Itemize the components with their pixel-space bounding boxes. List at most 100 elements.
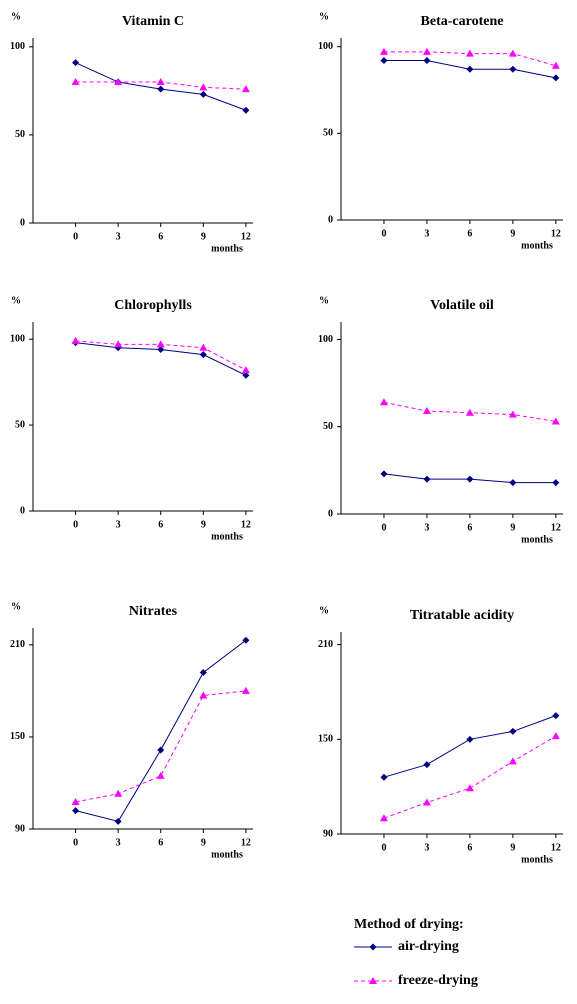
- data-point: [199, 691, 208, 699]
- data-point: [466, 475, 474, 483]
- x-axis-label: months: [211, 531, 243, 542]
- y-tick-label: 100: [10, 333, 25, 344]
- x-tick-label: 12: [551, 228, 561, 239]
- x-tick-label: 12: [551, 522, 561, 533]
- x-axis-label: months: [211, 243, 243, 254]
- x-tick-label: 12: [551, 842, 561, 853]
- chart-title: Titratable acidity: [410, 608, 514, 623]
- chart-title: Nitrates: [129, 604, 178, 619]
- data-point: [199, 83, 208, 91]
- x-tick-label: 9: [201, 231, 206, 242]
- chart-title: Vitamin C: [122, 14, 184, 29]
- y-tick-label: 150: [318, 734, 333, 745]
- legend-label: freeze-drying: [398, 973, 478, 988]
- y-tick-label: 210: [10, 639, 25, 650]
- data-point: [552, 479, 560, 487]
- legend-title: Method of drying:: [354, 917, 464, 932]
- x-tick-label: 3: [116, 519, 121, 530]
- data-point: [465, 408, 474, 416]
- y-tick-label: 100: [318, 41, 333, 52]
- x-tick-label: 0: [73, 519, 78, 530]
- data-point: [114, 817, 122, 825]
- data-point: [71, 797, 80, 805]
- data-point: [156, 771, 165, 779]
- x-axis-label: months: [211, 849, 243, 860]
- y-tick-label: 150: [10, 731, 25, 742]
- x-tick-label: 6: [467, 522, 472, 533]
- x-tick-label: 9: [510, 842, 515, 853]
- series-line: [383, 715, 557, 778]
- y-tick-label: 210: [318, 639, 333, 650]
- data-point: [551, 732, 560, 740]
- x-axis-label: months: [521, 534, 553, 545]
- data-point: [379, 398, 388, 406]
- series-line: [383, 735, 557, 819]
- y-tick-label: 50: [15, 419, 25, 430]
- y-axis-label: %: [11, 601, 21, 612]
- x-tick-label: 3: [424, 842, 429, 853]
- y-tick-label: 50: [323, 421, 333, 432]
- data-point: [199, 668, 207, 676]
- data-point: [552, 74, 560, 82]
- series-line: [75, 690, 246, 803]
- data-point: [114, 789, 123, 797]
- y-axis-label: %: [319, 295, 329, 306]
- x-tick-label: 0: [73, 231, 78, 242]
- x-tick-label: 6: [158, 519, 163, 530]
- data-point: [551, 61, 560, 69]
- legend-label: air-drying: [398, 939, 459, 954]
- data-point: [380, 773, 388, 781]
- data-point: [72, 59, 80, 67]
- data-point: [156, 78, 165, 86]
- data-point: [423, 475, 431, 483]
- y-tick-label: 0: [20, 217, 25, 228]
- data-point: [380, 57, 388, 65]
- data-point: [509, 65, 517, 73]
- legend-marker: [369, 943, 377, 951]
- x-tick-label: 0: [381, 522, 386, 533]
- data-point: [156, 340, 165, 348]
- data-point: [379, 814, 388, 822]
- chart-title: Chlorophylls: [114, 298, 192, 313]
- x-tick-label: 3: [116, 837, 121, 848]
- y-tick-label: 90: [15, 823, 25, 834]
- x-tick-label: 6: [467, 842, 472, 853]
- x-tick-label: 6: [158, 837, 163, 848]
- y-axis-label: %: [11, 295, 21, 306]
- data-point: [157, 85, 165, 93]
- x-axis-label: months: [521, 854, 553, 865]
- x-tick-label: 12: [241, 231, 251, 242]
- legend-marker: [369, 977, 377, 984]
- data-point: [508, 49, 517, 57]
- data-point: [241, 85, 250, 93]
- data-point: [551, 417, 560, 425]
- data-point: [242, 636, 250, 644]
- data-point: [157, 746, 165, 754]
- data-point: [509, 727, 517, 735]
- chart-title: Volatile oil: [430, 298, 494, 313]
- data-point: [114, 340, 123, 348]
- data-point: [552, 712, 560, 720]
- y-axis-label: %: [11, 11, 21, 22]
- y-tick-label: 100: [10, 41, 25, 52]
- data-point: [199, 343, 208, 351]
- data-point: [242, 371, 250, 379]
- data-point: [465, 49, 474, 57]
- data-point: [508, 410, 517, 418]
- data-point: [157, 345, 165, 353]
- data-point: [380, 470, 388, 478]
- x-tick-label: 12: [241, 519, 251, 530]
- data-point: [466, 735, 474, 743]
- x-tick-label: 6: [158, 231, 163, 242]
- data-point: [422, 407, 431, 415]
- data-point: [466, 65, 474, 73]
- data-point: [508, 757, 517, 765]
- x-axis-label: months: [521, 240, 553, 251]
- x-tick-label: 0: [73, 837, 78, 848]
- x-tick-label: 9: [201, 837, 206, 848]
- data-point: [241, 366, 250, 374]
- x-tick-label: 3: [424, 522, 429, 533]
- x-tick-label: 9: [201, 519, 206, 530]
- y-tick-label: 50: [15, 129, 25, 140]
- data-point: [422, 47, 431, 55]
